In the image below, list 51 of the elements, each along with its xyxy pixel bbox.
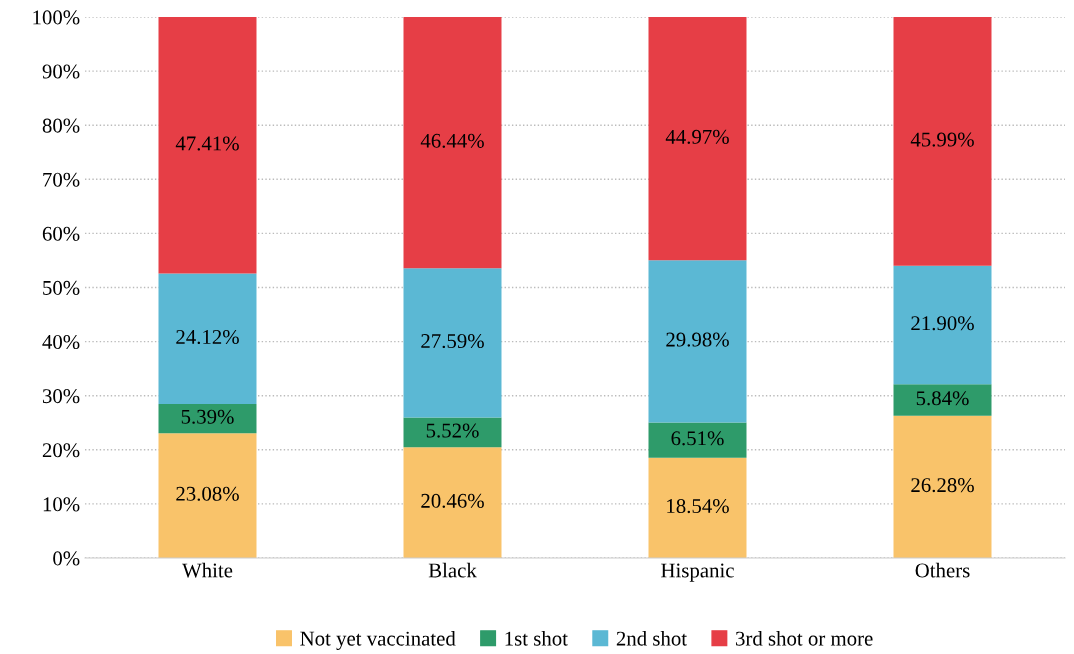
bar [158, 433, 257, 558]
data-label: 44.97% [665, 129, 729, 144]
bar [648, 260, 747, 423]
data-label: 29.98% [666, 332, 729, 347]
bar [403, 17, 502, 269]
y-tick-label: 90% [42, 64, 80, 79]
data-label: 6.51% [671, 431, 724, 446]
legend-label: Not yet vaccinated [300, 630, 456, 650]
bar [893, 17, 992, 266]
y-tick-label: 30% [42, 389, 80, 404]
y-tick-label: 50% [43, 280, 80, 295]
legend-label: 1st shot [505, 630, 568, 646]
legend-label: 3rd shot or more [736, 630, 873, 646]
bar [158, 17, 257, 274]
bar [403, 417, 502, 448]
bar [648, 457, 747, 558]
data-label: 47.41% [175, 136, 239, 151]
bar [403, 447, 502, 558]
y-tick-label: 20% [42, 443, 80, 458]
bar [403, 268, 502, 418]
y-tick-label: 60% [42, 226, 80, 241]
x-tick-label: White [182, 562, 233, 578]
bar [648, 17, 747, 261]
bar [158, 403, 257, 434]
y-tick-label: 70% [43, 172, 80, 187]
data-label: 20.46% [421, 493, 484, 508]
x-tick-label: Black [428, 562, 477, 578]
y-tick-label: 10% [43, 497, 80, 512]
bar [893, 265, 992, 385]
data-label: 27.59% [421, 333, 484, 349]
x-tick-label: Hispanic [661, 563, 734, 582]
data-label: 5.84% [916, 391, 969, 406]
data-label: 5.52% [426, 423, 479, 438]
data-label: 23.08% [176, 486, 239, 501]
y-tick-label: 80% [42, 118, 80, 133]
bar [158, 273, 257, 404]
y-tick-label: 40% [42, 334, 80, 350]
data-label: 5.39% [181, 409, 234, 424]
data-label: 21.90% [911, 316, 974, 331]
bar [893, 384, 992, 416]
bar [893, 415, 992, 558]
y-tick-label: 100% [33, 10, 80, 25]
data-label: 45.99% [910, 132, 974, 147]
bar [648, 422, 747, 458]
data-label: 24.12% [176, 329, 239, 345]
data-label: 46.44% [420, 133, 484, 148]
data-label: 26.28% [911, 478, 974, 493]
legend-label: 2nd shot [616, 630, 687, 646]
y-tick-label: 0% [53, 551, 80, 566]
data-label: 18.54% [667, 499, 729, 514]
x-tick-label: Others [915, 562, 970, 578]
